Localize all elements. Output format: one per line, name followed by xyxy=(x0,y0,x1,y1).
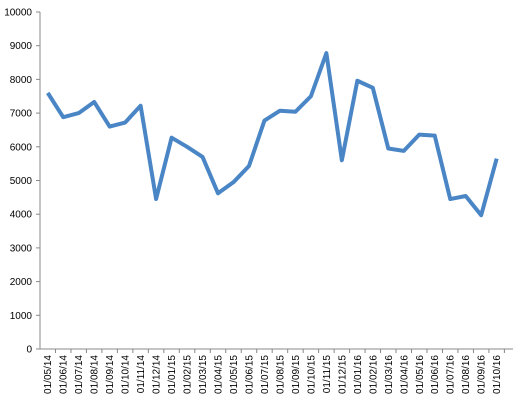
x-tick-label: 01/04/16 xyxy=(399,355,410,394)
x-tick-label: 01/07/16 xyxy=(446,355,457,394)
y-tick-label: 9000 xyxy=(10,41,33,52)
y-tick-label: 8000 xyxy=(10,75,33,86)
x-tick-label: 01/08/14 xyxy=(90,355,101,394)
y-tick-label: 4000 xyxy=(10,210,33,221)
x-tick-label: 01/06/15 xyxy=(244,355,255,394)
y-tick-label: 5000 xyxy=(10,176,33,187)
x-tick-label: 01/02/16 xyxy=(368,355,379,394)
y-tick-label: 10000 xyxy=(4,8,32,19)
x-tick-label: 01/12/14 xyxy=(152,355,163,394)
x-tick-label: 01/07/15 xyxy=(260,355,271,394)
x-tick-label: 01/11/15 xyxy=(322,355,333,394)
x-tick-label: 01/04/15 xyxy=(214,355,225,394)
x-tick-label: 01/05/15 xyxy=(229,355,240,394)
x-tick-label: 01/12/15 xyxy=(337,355,348,394)
x-tick-label: 01/10/15 xyxy=(306,355,317,394)
x-tick-label: 01/11/14 xyxy=(136,355,147,394)
y-tick-label: 1000 xyxy=(10,311,33,322)
x-tick-label: 01/01/16 xyxy=(353,355,364,394)
y-tick-label: 7000 xyxy=(10,109,33,120)
y-tick-label: 2000 xyxy=(10,277,33,288)
x-tick-label: 01/10/14 xyxy=(121,355,132,394)
x-tick-label: 01/05/14 xyxy=(43,355,54,394)
x-tick-label: 01/09/16 xyxy=(477,355,488,394)
x-tick-label: 01/03/15 xyxy=(198,355,209,394)
x-tick-label: 01/08/16 xyxy=(461,355,472,394)
x-tick-label: 01/06/16 xyxy=(430,355,441,394)
x-tick-label: 01/01/15 xyxy=(167,355,178,394)
x-tick-label: 01/06/14 xyxy=(59,355,70,394)
x-tick-label: 01/10/16 xyxy=(492,355,503,394)
y-tick-label: 3000 xyxy=(10,243,33,254)
x-tick-label: 01/02/15 xyxy=(183,355,194,394)
y-tick-label: 0 xyxy=(26,345,32,356)
x-tick-label: 01/08/15 xyxy=(275,355,286,394)
x-tick-label: 01/09/14 xyxy=(105,355,116,394)
data-line xyxy=(46,51,499,218)
x-tick-label: 01/05/16 xyxy=(415,355,426,394)
x-tick-label: 01/07/14 xyxy=(74,355,85,394)
y-tick-label: 6000 xyxy=(10,142,33,153)
x-tick-label: 01/09/15 xyxy=(291,355,302,394)
x-tick-label: 01/03/16 xyxy=(384,355,395,394)
